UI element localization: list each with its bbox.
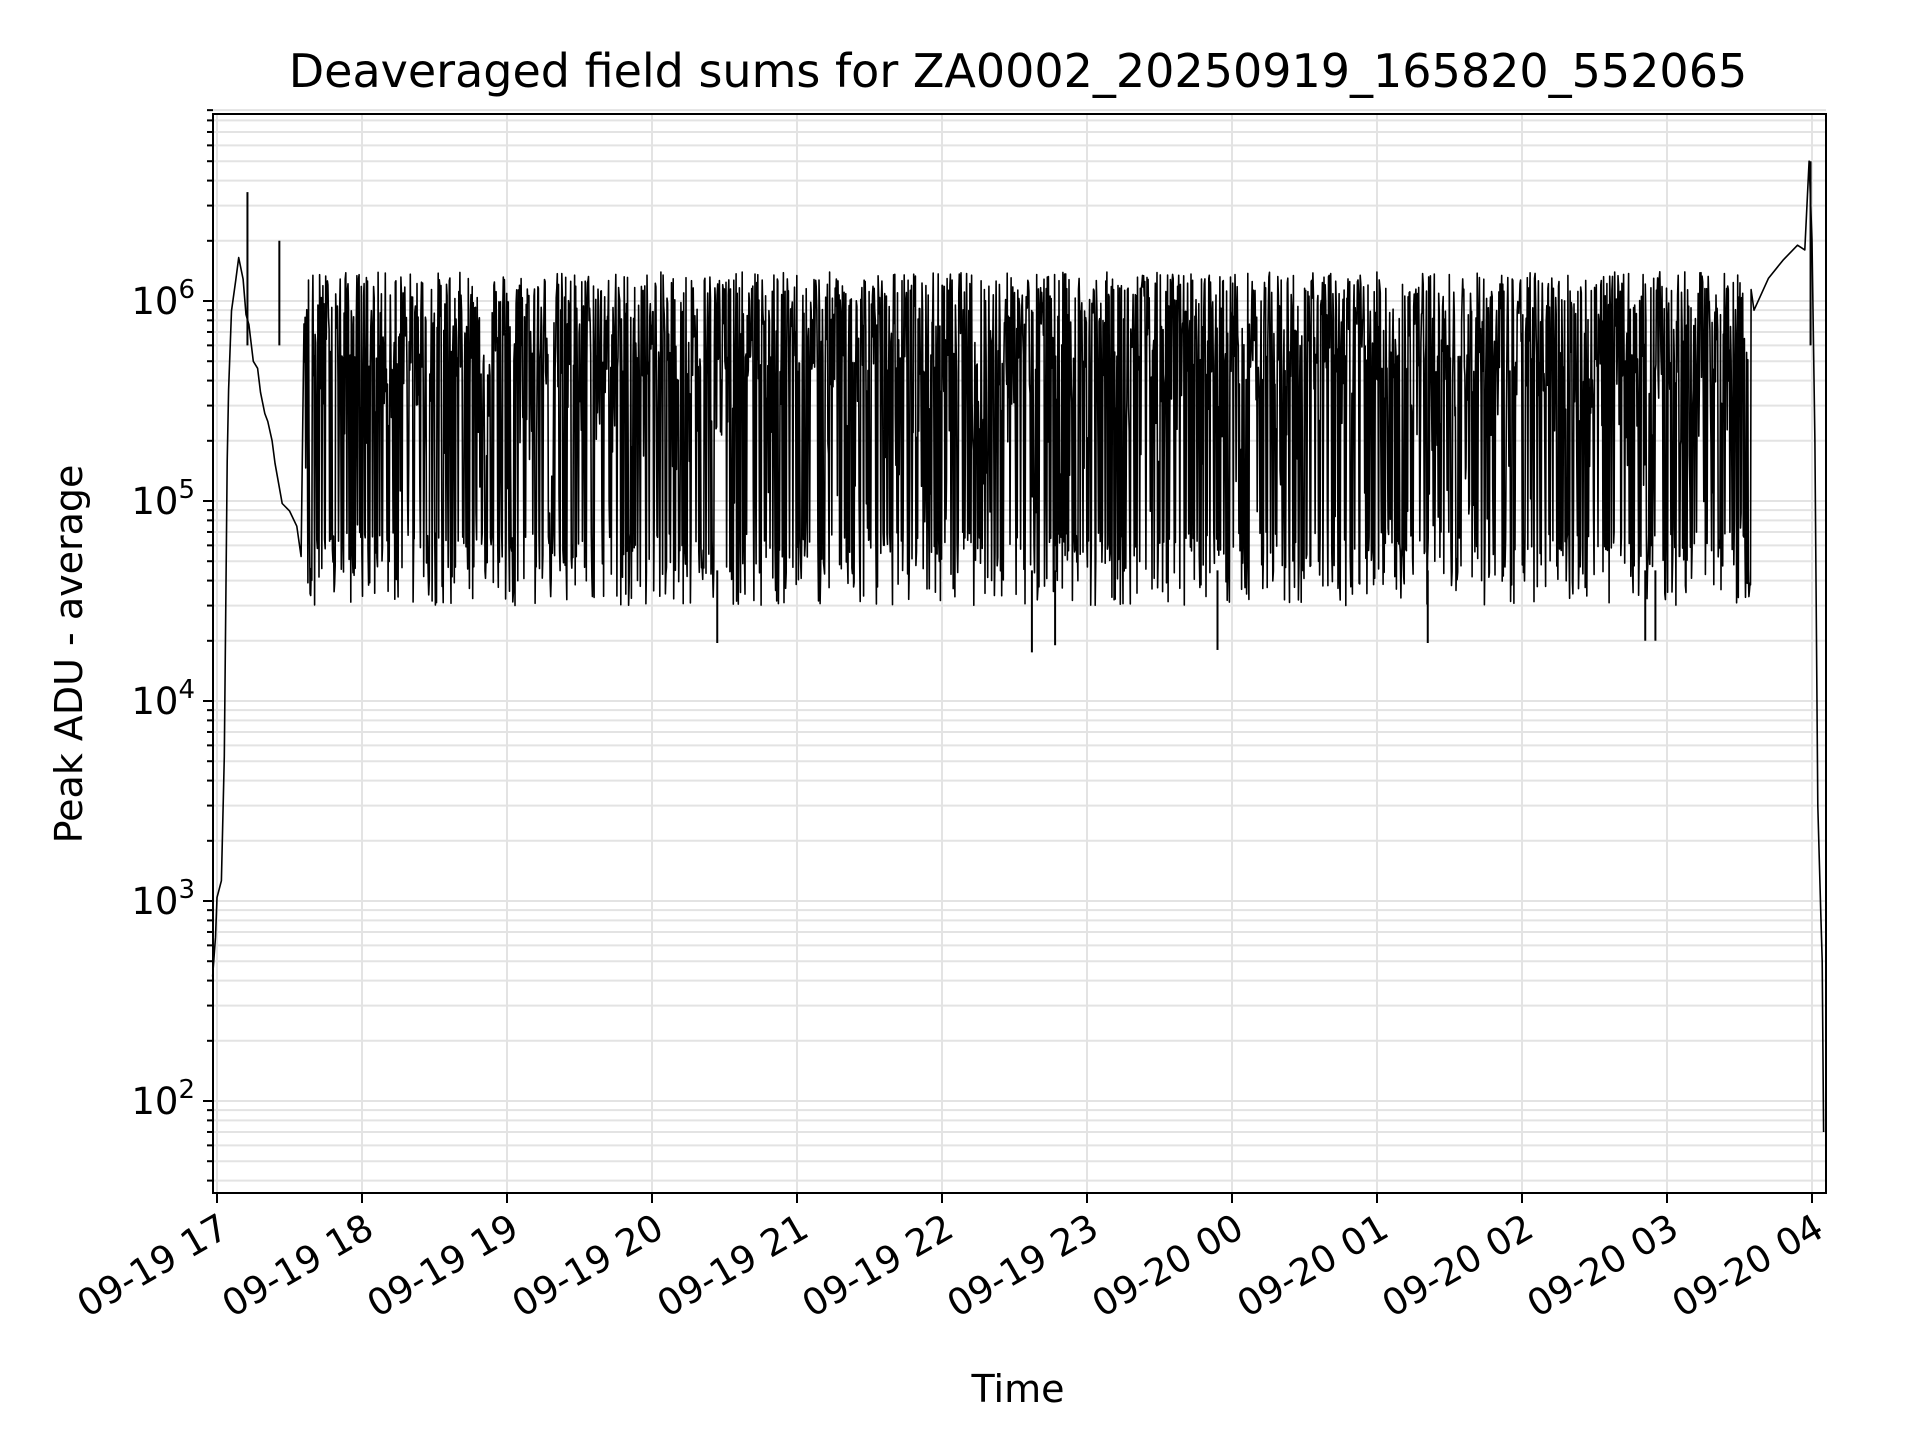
plot-frame	[212, 113, 1827, 1194]
x-tick-label: 09-20 01	[1230, 1206, 1396, 1326]
x-tick-label: 09-19 17	[70, 1206, 236, 1326]
grid	[213, 109, 1826, 1193]
y-tick-label: 105	[131, 475, 195, 523]
x-tick-label: 09-20 00	[1085, 1206, 1251, 1326]
x-axis-label: Time	[971, 1367, 1065, 1411]
x-tick-label: 09-19 23	[940, 1206, 1106, 1326]
x-tick-label: 09-19 19	[360, 1206, 526, 1326]
x-tick-label: 09-19 22	[795, 1206, 961, 1326]
x-tick-label: 09-19 18	[215, 1206, 381, 1326]
y-tick-label: 106	[131, 275, 195, 323]
y-tick-label: 103	[131, 875, 195, 923]
y-tick-label: 104	[131, 675, 195, 723]
chart-title: Deaveraged field sums for ZA0002_2025091…	[289, 44, 1748, 98]
series-line	[211, 160, 1825, 1133]
x-tick-label: 09-19 20	[505, 1206, 671, 1326]
x-tick-label: 09-20 03	[1520, 1206, 1686, 1326]
x-tick-label: 09-20 04	[1665, 1206, 1831, 1326]
y-axis-label: Peak ADU - average	[47, 465, 91, 844]
x-tick-label: 09-19 21	[650, 1206, 816, 1326]
series-path	[211, 160, 1825, 1133]
y-tick-label: 102	[131, 1075, 195, 1123]
y-axis-ticks: 102 103 104 105 106	[131, 109, 213, 1182]
x-tick-label: 09-20 02	[1375, 1206, 1541, 1326]
